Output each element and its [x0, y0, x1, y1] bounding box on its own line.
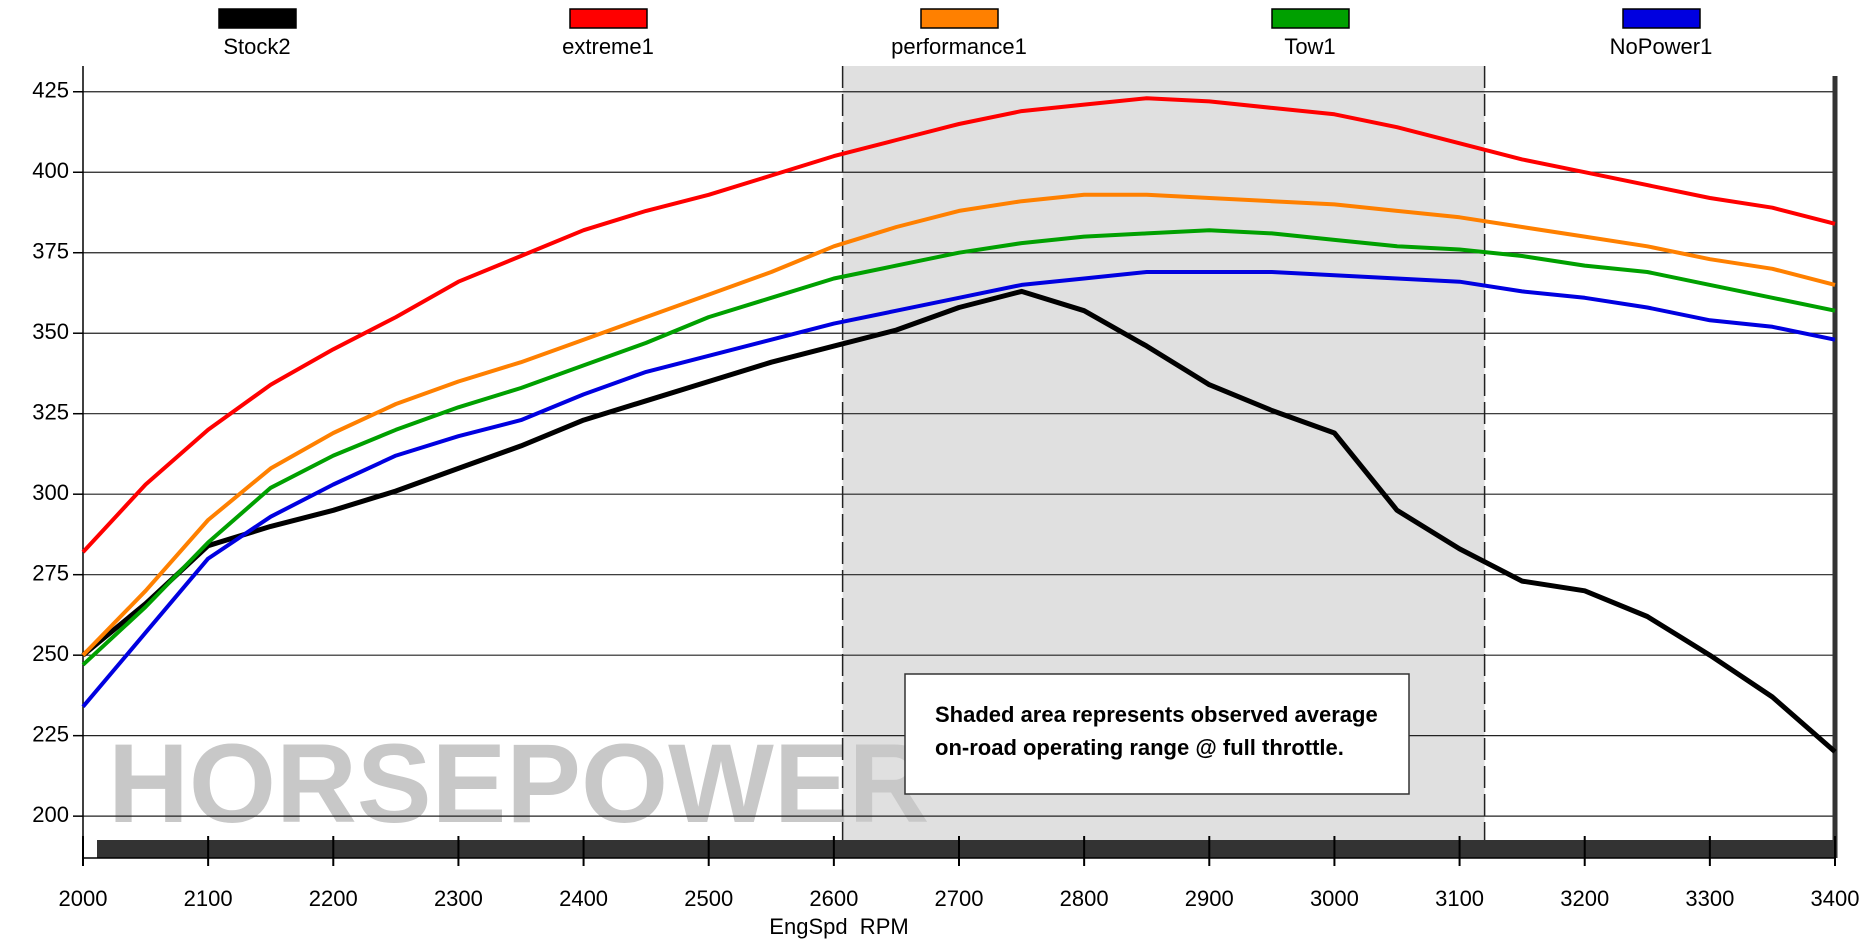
y-tick-label: 250	[32, 641, 69, 666]
y-tick-label: 375	[32, 239, 69, 264]
x-tick-label: 3100	[1435, 886, 1484, 911]
legend-swatch	[1622, 8, 1701, 29]
y-tick-label: 300	[32, 480, 69, 505]
x-tick-label: 3300	[1685, 886, 1734, 911]
legend-swatch	[569, 8, 648, 29]
x-tick-label: 2600	[809, 886, 858, 911]
x-tick-label: 2400	[559, 886, 608, 911]
x-tick-label: 3000	[1310, 886, 1359, 911]
series-line	[81, 192, 1836, 657]
legend-swatch	[920, 8, 999, 29]
series-line	[81, 96, 1836, 554]
annotation-box	[904, 673, 1410, 795]
x-tick-label: 2800	[1060, 886, 1109, 911]
legend-label: extreme1	[562, 34, 654, 59]
x-tick-label: 2200	[309, 886, 358, 911]
watermark: HORSEPOWER	[108, 721, 929, 846]
x-tick-label: 2300	[434, 886, 483, 911]
x-tick-label: 2500	[684, 886, 733, 911]
series-line	[81, 288, 1837, 754]
legend-swatch	[218, 8, 297, 29]
legend-label: NoPower1	[1610, 34, 1713, 59]
y-tick-label: 400	[32, 158, 69, 183]
x-tick-label: 2700	[935, 886, 984, 911]
y-tick-label: 425	[32, 78, 69, 103]
y-tick-label: 325	[32, 400, 69, 425]
x-tick-label: 3400	[1811, 886, 1860, 911]
legend-label: Stock2	[223, 34, 290, 59]
y-tick-label: 225	[32, 721, 69, 746]
series-line	[81, 270, 1836, 708]
series-line	[81, 228, 1836, 667]
legend-label: performance1	[891, 34, 1027, 59]
x-tick-label: 2000	[59, 886, 108, 911]
legend-swatch	[1271, 8, 1350, 29]
y-tick-label: 275	[32, 560, 69, 585]
annotation-text: on-road operating range @ full throttle.	[935, 735, 1344, 760]
x-tick-label: 2100	[184, 886, 233, 911]
x-axis-bar	[97, 840, 1835, 858]
x-axis-label: EngSpd RPM	[769, 914, 908, 939]
y-tick-label: 350	[32, 319, 69, 344]
y-tick-label: 200	[32, 802, 69, 827]
x-tick-label: 3200	[1560, 886, 1609, 911]
x-tick-label: 2900	[1185, 886, 1234, 911]
annotation-text: Shaded area represents observed average	[935, 702, 1378, 727]
legend-label: Tow1	[1284, 34, 1335, 59]
